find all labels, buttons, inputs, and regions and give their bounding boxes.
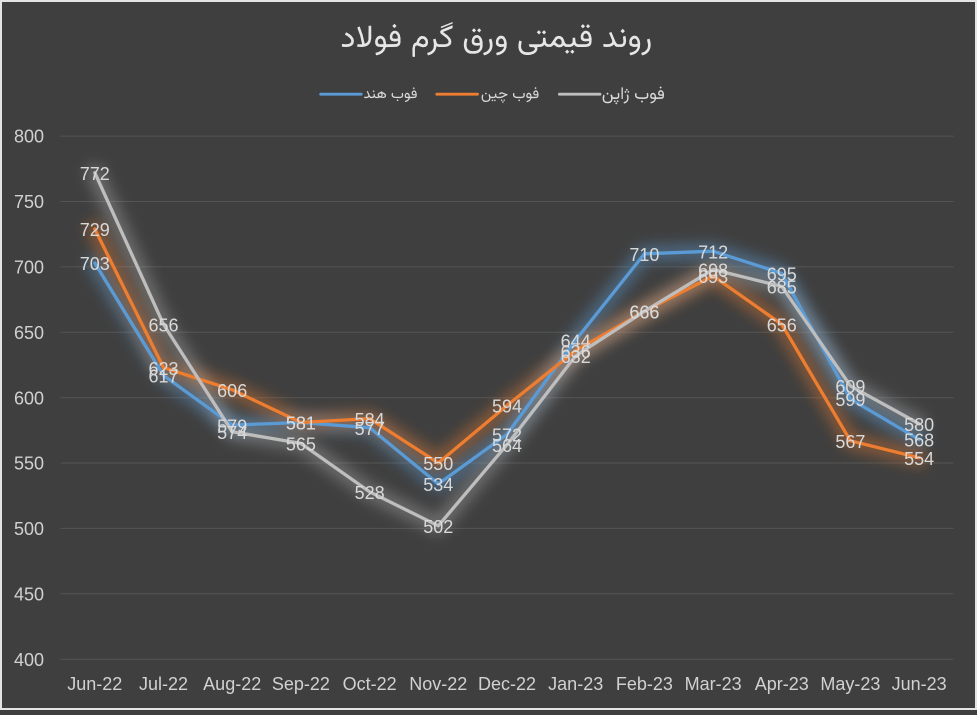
svg-text:528: 528: [355, 483, 385, 503]
svg-text:Dec-22: Dec-22: [478, 674, 536, 694]
svg-text:623: 623: [148, 359, 178, 379]
svg-text:703: 703: [80, 254, 110, 274]
svg-text:581: 581: [286, 414, 316, 434]
svg-text:502: 502: [423, 517, 453, 537]
svg-text:550: 550: [14, 454, 44, 474]
svg-text:650: 650: [14, 323, 44, 343]
svg-text:594: 594: [492, 397, 522, 417]
svg-text:400: 400: [14, 650, 44, 670]
svg-text:666: 666: [629, 303, 659, 323]
svg-text:568: 568: [904, 431, 934, 451]
svg-text:617: 617: [148, 367, 178, 387]
svg-text:685: 685: [767, 278, 797, 298]
svg-text:534: 534: [423, 475, 453, 495]
svg-text:698: 698: [698, 261, 728, 281]
svg-text:609: 609: [835, 377, 865, 397]
svg-text:Nov-22: Nov-22: [409, 674, 467, 694]
svg-text:Jun-22: Jun-22: [67, 674, 122, 694]
svg-text:695: 695: [767, 265, 797, 285]
svg-text:Sep-22: Sep-22: [272, 674, 330, 694]
svg-text:565: 565: [286, 435, 316, 455]
svg-text:644: 644: [561, 331, 591, 351]
svg-text:599: 599: [835, 390, 865, 410]
svg-text:693: 693: [698, 267, 728, 287]
svg-text:Aug-22: Aug-22: [203, 674, 261, 694]
svg-text:Jan-23: Jan-23: [548, 674, 603, 694]
svg-text:Feb-23: Feb-23: [616, 674, 673, 694]
svg-text:May-23: May-23: [820, 674, 880, 694]
svg-text:666: 666: [629, 303, 659, 323]
svg-text:632: 632: [561, 347, 591, 367]
svg-text:580: 580: [904, 415, 934, 435]
svg-text:577: 577: [355, 419, 385, 439]
svg-text:656: 656: [767, 316, 797, 336]
svg-text:600: 600: [14, 388, 44, 408]
svg-text:800: 800: [14, 127, 44, 147]
svg-text:450: 450: [14, 584, 44, 604]
svg-text:750: 750: [14, 192, 44, 212]
svg-text:Apr-23: Apr-23: [755, 674, 809, 694]
svg-text:Mar-23: Mar-23: [685, 674, 742, 694]
svg-text:564: 564: [492, 436, 522, 456]
svg-text:729: 729: [80, 220, 110, 240]
svg-text:Jul-22: Jul-22: [139, 674, 188, 694]
svg-text:700: 700: [14, 258, 44, 278]
svg-text:554: 554: [904, 449, 934, 469]
svg-text:500: 500: [14, 519, 44, 539]
svg-text:572: 572: [492, 426, 522, 446]
svg-text:636: 636: [561, 342, 591, 362]
svg-text:606: 606: [217, 381, 247, 401]
svg-text:Jun-23: Jun-23: [892, 674, 947, 694]
svg-text:712: 712: [698, 242, 728, 262]
svg-text:550: 550: [423, 454, 453, 474]
svg-text:710: 710: [629, 245, 659, 265]
svg-text:581: 581: [286, 414, 316, 434]
svg-text:772: 772: [80, 164, 110, 184]
svg-text:579: 579: [217, 416, 247, 436]
svg-text:584: 584: [355, 410, 385, 430]
svg-text:567: 567: [835, 432, 865, 452]
svg-text:656: 656: [148, 316, 178, 336]
svg-text:574: 574: [217, 423, 247, 443]
svg-text:Oct-22: Oct-22: [343, 674, 397, 694]
